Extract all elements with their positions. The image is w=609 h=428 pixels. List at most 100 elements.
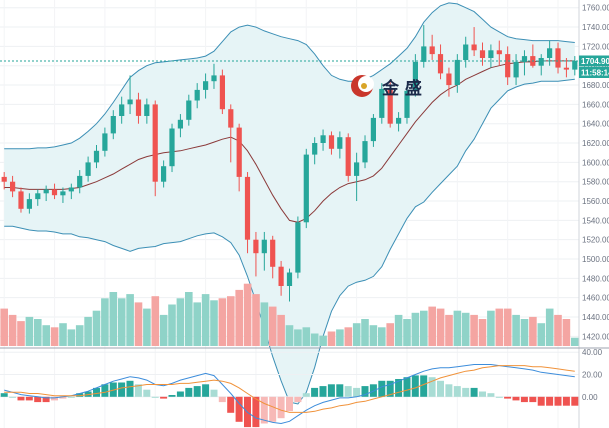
candle-body [43,189,49,194]
macd-histogram-bar [51,396,58,401]
candle-body [85,162,91,176]
price-tick-label: 1720.00 [582,42,609,51]
candle-body [513,61,519,78]
candle [43,185,49,202]
candle [211,63,217,89]
candle [345,133,351,182]
candle-body [488,50,494,58]
volume-bar [193,302,201,346]
macd-histogram-bar [269,396,277,422]
candle-body [244,176,251,240]
candle-body [396,117,402,124]
candle [261,231,267,271]
candle-body [555,48,561,68]
volume-bar [411,312,420,346]
macd-histogram-bar [378,380,386,397]
macd-histogram-bar [395,379,403,397]
candle-body [93,150,100,163]
macd-histogram-bar [327,384,335,397]
volume-bar [310,333,319,346]
volume-bar [134,302,143,346]
volume-bar [344,327,353,346]
candle-body [521,56,528,62]
volume-bar [260,302,269,346]
macd-histogram-bar [537,396,545,406]
volume-bar [495,308,504,346]
macd-histogram-bar [336,384,344,397]
candle-body [102,133,108,151]
candle-body [454,59,460,85]
volume-bar [201,294,210,346]
macd-histogram-bar [403,377,411,397]
macd-histogram-bar [361,386,369,397]
price-tick-label: 1560.00 [582,197,609,206]
volume-bar [210,300,218,346]
candle-body [152,104,158,182]
candle [362,135,368,169]
time-tag-bg [579,67,609,78]
candle-body [169,128,175,167]
macd-histogram-bar [42,396,50,403]
candle-body [236,127,242,177]
candle [144,98,150,124]
candle-body [547,48,553,58]
macd-histogram-bar [453,386,461,397]
volume-bar [520,319,529,346]
logo-text: 金 盛 [381,78,422,99]
volume-bar [478,319,487,346]
candle [253,231,259,277]
macd-histogram-bar [101,384,109,397]
price-tick-label: 1600.00 [582,158,609,167]
candle [547,40,553,66]
macd-histogram-bar [126,380,134,397]
volume-bar [428,306,436,346]
macd-pane: 40.00 20.00 0.00 [0,348,603,428]
volume-bar [512,314,520,346]
macd-histogram-bar [193,386,201,397]
volume-bars [0,283,579,346]
candle-body [286,272,293,286]
volume-bar [42,325,50,346]
candle-body [161,166,167,182]
volume-bar [185,292,193,346]
price-tick-label: 1680.00 [582,81,609,90]
macd-histogram-bar [168,395,176,397]
current-price-label: 1704.90 [581,57,609,66]
volume-bar [554,314,562,346]
candle [303,148,309,229]
candle-body [370,117,376,142]
candle [505,46,511,86]
volume-bar [562,319,571,346]
candle [35,189,41,206]
macd-histogram-bar [59,396,67,399]
candle [479,42,486,66]
macd-histogram-bar [134,384,142,397]
macd-histogram-bar [286,396,293,412]
candle [119,96,125,124]
candle [135,92,142,124]
candle-body [345,137,351,176]
volume-bar [0,308,8,346]
candle-body [135,99,142,116]
price-tick-label: 1480.00 [582,274,609,283]
candle [563,57,569,78]
candle-body [446,73,452,86]
candle [18,187,24,213]
candle [161,160,167,188]
candle-body [312,143,318,155]
price-candles [0,25,579,302]
candle-body [203,81,209,90]
candle-body [228,109,234,128]
volume-bar [529,316,537,346]
candle-body [320,135,326,143]
candle-body [177,119,183,129]
volume-bar [361,319,369,346]
candle [412,54,418,97]
price-tag-bg [579,55,609,67]
candle [236,123,242,192]
logo-watermark: 金 盛 [351,75,422,99]
volume-bar [159,314,168,346]
candle-body [219,75,225,110]
macd-histogram-bar [571,396,579,406]
